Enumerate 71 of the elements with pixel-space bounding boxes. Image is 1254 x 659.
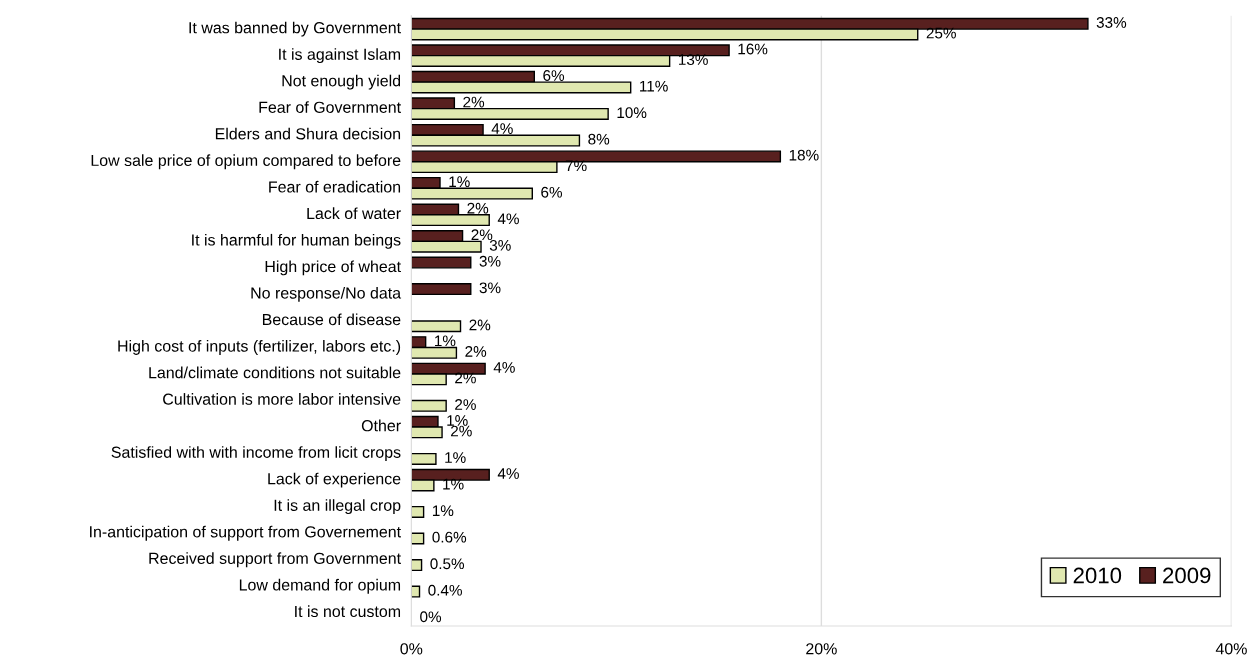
data-label: 4% xyxy=(491,123,513,134)
y-tick-label: Elders and Shura decision xyxy=(215,127,401,140)
y-tick-label: High cost of inputs (fertilizer, labors etc.) xyxy=(118,340,401,355)
data-label: 1% xyxy=(432,505,454,516)
data-label: 2% xyxy=(455,372,476,384)
data-label: 2% xyxy=(471,229,493,241)
legend-label: 2009 xyxy=(1163,567,1211,584)
legend-label: 2010 xyxy=(1073,567,1122,584)
y-tick-label: It is against Islam xyxy=(279,48,401,64)
bar xyxy=(411,399,447,412)
data-label: 10% xyxy=(617,107,647,119)
y-tick-label: Cultivation is more labor intensive xyxy=(163,393,401,405)
data-label: 2% xyxy=(451,425,472,437)
bar xyxy=(411,559,423,572)
bar xyxy=(411,452,437,465)
x-tick-label: 20% xyxy=(806,643,837,655)
bar xyxy=(411,505,425,518)
y-tick-label: It is not custom xyxy=(295,605,401,618)
data-label: 3% xyxy=(479,255,501,267)
data-label: 4% xyxy=(497,213,519,225)
data-label: 0% xyxy=(420,611,442,623)
data-label: 2% xyxy=(463,96,485,108)
y-tick-label: Lack of water xyxy=(307,207,401,220)
bar xyxy=(411,532,425,545)
data-label: 6% xyxy=(543,70,565,81)
data-label: 1% xyxy=(445,452,466,463)
data-label: 3% xyxy=(489,239,511,251)
data-label: 2% xyxy=(467,202,489,214)
y-tick-label: Low sale price of opium compared to before xyxy=(91,154,401,170)
data-label: 16% xyxy=(738,43,768,55)
y-tick-label: Satisfied with with income from licit crops xyxy=(111,446,401,462)
data-label: 1% xyxy=(449,176,470,188)
data-label: 0.6% xyxy=(432,531,467,543)
x-tick-label: 0% xyxy=(400,643,423,655)
x-tick-label: 40% xyxy=(1215,643,1247,655)
y-tick-label: No response/No data xyxy=(251,286,402,302)
y-tick-label: Other xyxy=(361,419,401,432)
data-label: 2% xyxy=(455,399,476,410)
y-tick-label: Land/climate conditions not suitable xyxy=(149,366,401,379)
data-label: 2% xyxy=(469,319,491,331)
y-tick-label: Lack of experience xyxy=(268,472,401,488)
data-label: 1% xyxy=(447,415,468,426)
y-tick-label: Fear of Government xyxy=(259,101,401,113)
data-label: 25% xyxy=(926,27,956,39)
data-label: 6% xyxy=(541,186,563,198)
bar xyxy=(411,256,472,269)
bar xyxy=(411,283,472,296)
data-label: 4% xyxy=(493,362,515,373)
data-label: 2% xyxy=(465,346,487,357)
data-label: 1% xyxy=(443,478,464,490)
data-label: 11% xyxy=(640,80,668,92)
data-label: 0.4% xyxy=(428,584,462,596)
data-label: 3% xyxy=(479,282,501,294)
y-tick-label: In-anticipation of support from Governement xyxy=(90,525,401,541)
bar xyxy=(411,320,462,333)
y-tick-label: Not enough yield xyxy=(282,74,401,90)
data-label: 0.5% xyxy=(430,558,465,570)
y-tick-label: Fear of eradication xyxy=(269,180,401,193)
y-tick-label: It is an illegal crop xyxy=(274,499,401,515)
y-tick-label: Low demand for opium xyxy=(239,578,401,594)
y-tick-label: Received support from Government xyxy=(149,552,401,568)
bar xyxy=(411,585,421,598)
data-label: 18% xyxy=(789,149,819,161)
y-tick-label: It is harmful for human beings xyxy=(192,233,401,249)
data-label: 8% xyxy=(588,133,610,145)
data-label: 1% xyxy=(435,335,456,347)
y-tick-label: Because of disease xyxy=(262,313,401,326)
y-tick-label: High price of wheat xyxy=(265,260,401,276)
data-label: 33% xyxy=(1096,17,1127,28)
y-tick-label: It was banned by Government xyxy=(189,21,401,37)
data-label: 4% xyxy=(497,468,519,479)
